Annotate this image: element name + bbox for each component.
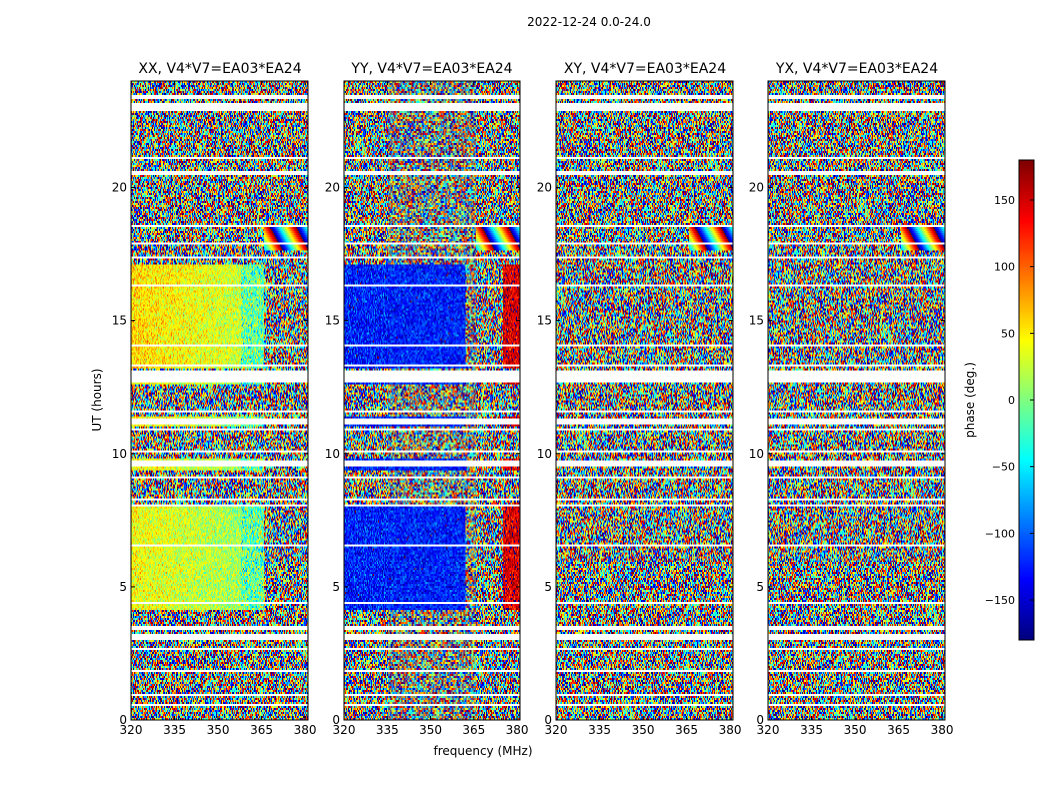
axis-ticks-yy: 320 335 350 365 380 0 5 10 15 20 (325, 81, 529, 737)
x-axis-label: frequency (MHz) (433, 744, 532, 758)
colorbar-tick-label: 0 (1008, 394, 1015, 407)
y-axis-label: UT (hours) (90, 368, 104, 431)
x-tick-label: 350 (207, 723, 230, 737)
y-tick-label: 5 (119, 580, 127, 594)
colorbar-tick-label: 50 (1001, 327, 1015, 340)
y-tick-label: 20 (325, 181, 340, 195)
axis-ticks-xy: 320 335 350 365 380 0 5 10 15 20 (537, 81, 742, 737)
x-tick-label: 335 (163, 723, 186, 737)
y-tick-label: 20 (537, 181, 552, 195)
plot-frame-yx (767, 80, 946, 721)
y-tick-label: 15 (537, 314, 552, 328)
panel-yx: YX, V4*V7=EA03*EA24 320 335 350 365 380 0 5 10 1… (749, 61, 954, 737)
y-tick-label: 10 (537, 447, 552, 461)
y-tick-label: 10 (749, 447, 764, 461)
colorbar-tick-label: −150 (985, 594, 1015, 607)
x-tick-label: 320 (545, 723, 568, 737)
x-tick-label: 380 (931, 723, 954, 737)
phase-heatmap-xx (131, 81, 308, 720)
colorbar-ticks: −150 −100 −50 0 50 100 150 (985, 194, 1034, 607)
y-tick-label: 15 (749, 314, 764, 328)
panel-yy: YY, V4*V7=EA03*EA24 320 335 350 365 380 0 5 10 1… (325, 61, 529, 737)
figure-title: 2022-12-24 0.0-24.0 (527, 15, 651, 29)
panel-xy: XY, V4*V7=EA03*EA24 320 335 350 365 380 0 5 10 1… (537, 61, 742, 737)
y-tick-label: 20 (749, 181, 764, 195)
y-tick-label: 5 (332, 580, 340, 594)
x-tick-label: 365 (887, 723, 910, 737)
x-tick-label: 380 (294, 723, 317, 737)
x-tick-label: 335 (376, 723, 399, 737)
y-tick-label: 5 (756, 580, 764, 594)
plot-frame-xx (130, 80, 309, 721)
y-tick-label: 5 (544, 580, 552, 594)
colorbar-gradient (1019, 160, 1034, 640)
panel-xx: XX, V4*V7=EA03*EA24 320 335 350 365 380 0 5 10 1… (112, 61, 317, 737)
x-tick-label: 350 (632, 723, 655, 737)
phase-heatmap-yx (768, 81, 945, 720)
axis-ticks-yx: 320 335 350 365 380 0 5 10 15 20 (749, 81, 954, 737)
plot-frame-xy (555, 80, 734, 721)
y-tick-label: 20 (112, 181, 127, 195)
phase-heatmap-xy (556, 81, 733, 720)
colorbar-tick-label: 100 (994, 261, 1015, 274)
panel-title-xy: XY, V4*V7=EA03*EA24 (564, 61, 726, 77)
x-tick-label: 350 (419, 723, 442, 737)
x-tick-label: 320 (757, 723, 780, 737)
y-tick-label: 0 (119, 713, 127, 727)
x-tick-label: 335 (588, 723, 611, 737)
x-tick-label: 365 (250, 723, 273, 737)
panel-title-yy: YY, V4*V7=EA03*EA24 (350, 61, 512, 77)
y-tick-label: 0 (756, 713, 764, 727)
phase-heatmap-yy (344, 81, 520, 720)
x-tick-label: 365 (675, 723, 698, 737)
x-tick-label: 320 (120, 723, 143, 737)
x-tick-label: 350 (844, 723, 867, 737)
colorbar-tick-label: −50 (992, 461, 1015, 474)
y-tick-label: 15 (325, 314, 340, 328)
plot-frame-yy (343, 80, 521, 721)
x-tick-label: 335 (800, 723, 823, 737)
y-tick-label: 0 (332, 713, 340, 727)
y-tick-label: 10 (325, 447, 340, 461)
panel-title-xx: XX, V4*V7=EA03*EA24 (138, 61, 301, 77)
x-tick-label: 320 (333, 723, 356, 737)
panel-title-yx: YX, V4*V7=EA03*EA24 (775, 61, 938, 77)
colorbar: −150 −100 −50 0 50 100 150 phase (deg.) (963, 159, 1035, 641)
colorbar-tick-label: 150 (994, 194, 1015, 207)
y-tick-label: 10 (112, 447, 127, 461)
colorbar-label: phase (deg.) (963, 362, 977, 438)
axis-ticks-xx: 320 335 350 365 380 0 5 10 15 20 (112, 81, 317, 737)
x-tick-label: 380 (719, 723, 742, 737)
y-tick-label: 0 (544, 713, 552, 727)
x-tick-label: 380 (506, 723, 529, 737)
y-tick-label: 15 (112, 314, 127, 328)
x-tick-label: 365 (462, 723, 485, 737)
colorbar-tick-label: −100 (985, 527, 1015, 540)
